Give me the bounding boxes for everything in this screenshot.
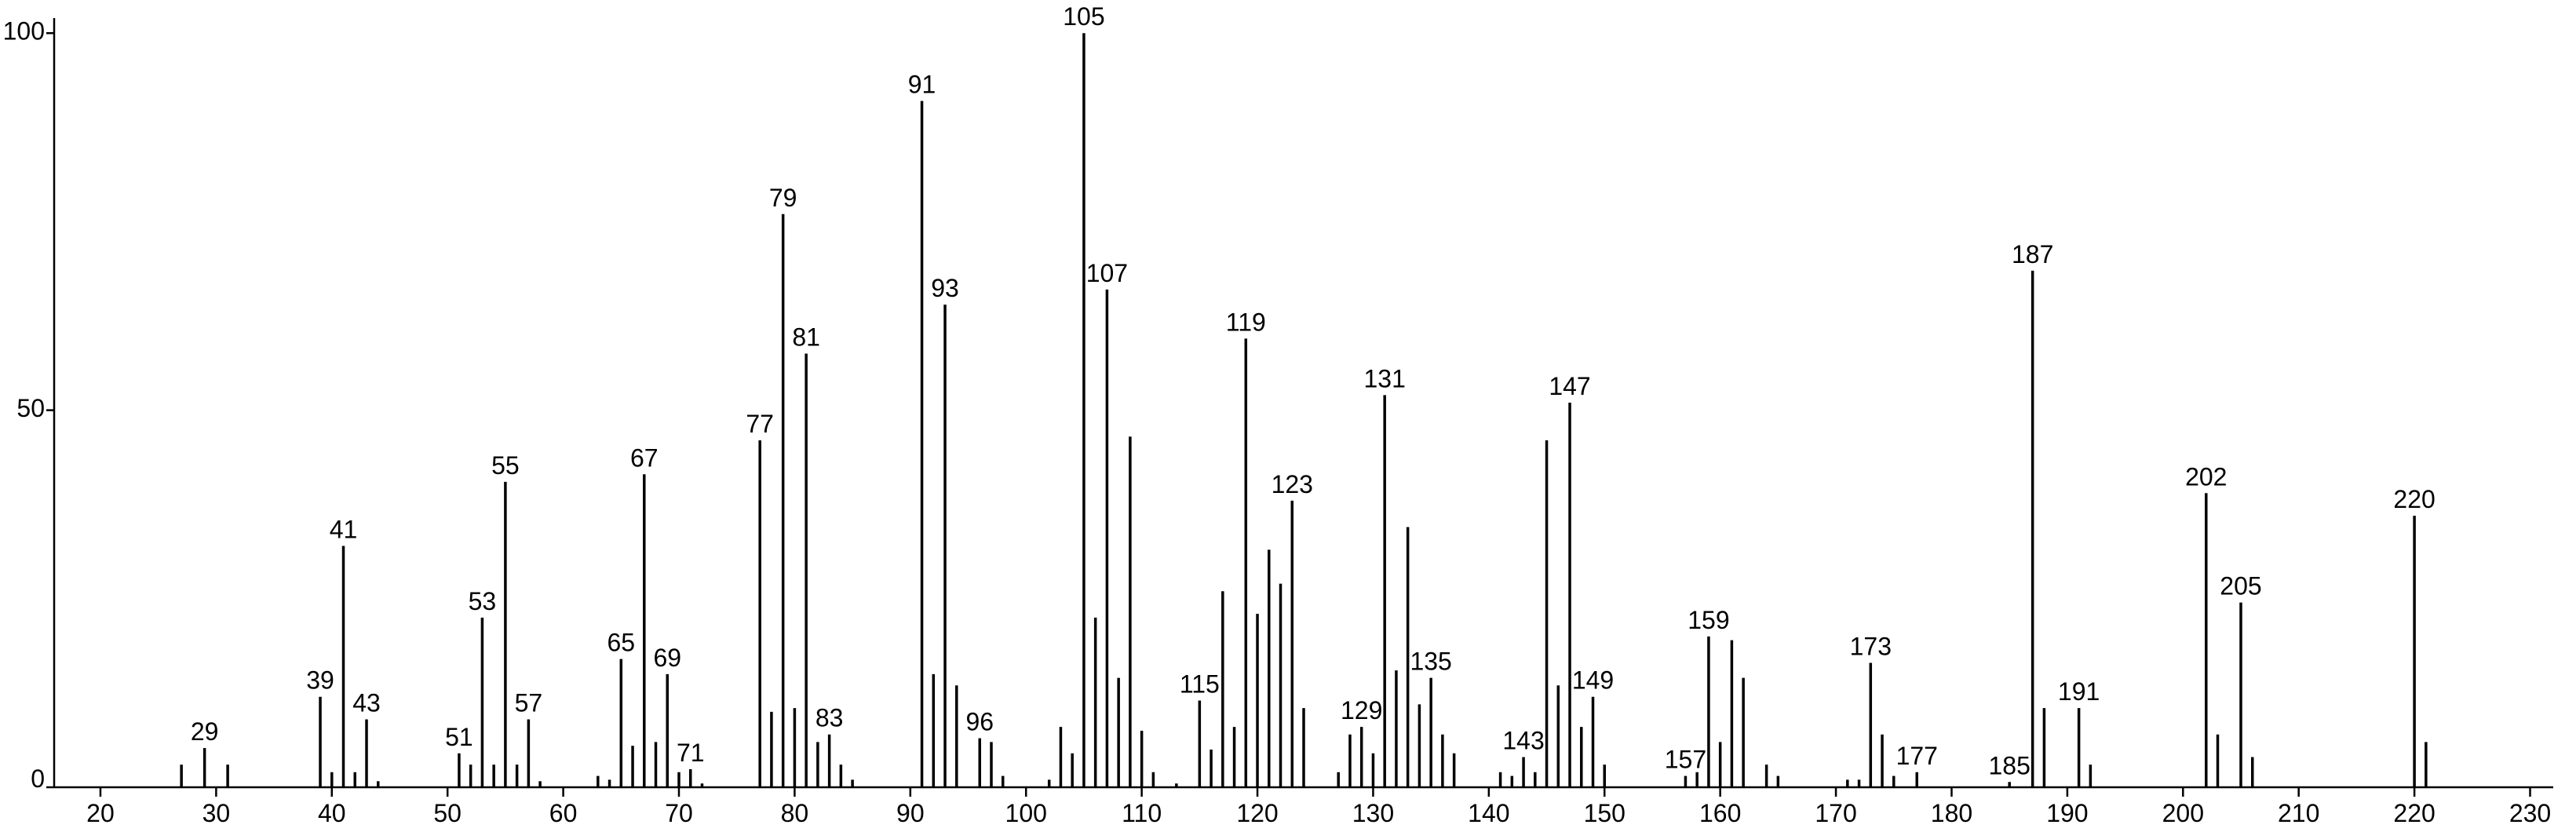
peak-label: 187	[2012, 240, 2053, 268]
peak-label: 107	[1086, 259, 1128, 287]
peak-label: 202	[2185, 462, 2227, 491]
peak-label: 173	[1850, 632, 1892, 660]
peak-label: 71	[677, 739, 705, 767]
peak-label: 96	[965, 708, 994, 736]
x-tick-label: 40	[318, 799, 346, 827]
x-tick-label: 220	[2393, 799, 2435, 827]
x-tick-label: 190	[2046, 799, 2088, 827]
x-tick-label: 150	[1584, 799, 1626, 827]
peak-label: 41	[330, 516, 358, 544]
x-tick-label: 180	[1931, 799, 1972, 827]
peak-label: 185	[1988, 751, 2030, 779]
peak-label: 91	[908, 71, 936, 99]
peak-label: 220	[2393, 485, 2435, 513]
y-tick-label: 50	[16, 394, 45, 422]
x-tick-label: 170	[1815, 799, 1856, 827]
x-tick-label: 30	[203, 799, 231, 827]
peak-label: 39	[306, 666, 334, 695]
peak-label: 143	[1502, 727, 1544, 755]
x-tick-label: 50	[433, 799, 462, 827]
peak-label: 149	[1572, 666, 1614, 695]
x-tick-label: 140	[1468, 799, 1509, 827]
peak-label: 69	[653, 644, 681, 672]
x-tick-label: 210	[2278, 799, 2319, 827]
peak-label: 51	[445, 723, 473, 751]
peak-label: 131	[1363, 364, 1405, 392]
peak-label: 205	[2220, 572, 2261, 600]
x-tick-label: 200	[2162, 799, 2204, 827]
peak-label: 159	[1688, 606, 1729, 634]
peak-label: 43	[352, 689, 381, 717]
peak-label: 191	[2058, 677, 2100, 706]
peak-label: 105	[1063, 2, 1104, 31]
x-tick-label: 230	[2509, 799, 2551, 827]
x-tick-label: 70	[665, 799, 693, 827]
peak-label: 67	[630, 443, 659, 472]
x-tick-label: 110	[1122, 799, 1162, 827]
peak-label: 79	[769, 184, 797, 212]
x-tick-label: 100	[1005, 799, 1047, 827]
x-tick-label: 20	[86, 799, 115, 827]
peak-label: 123	[1272, 470, 1313, 498]
peak-label: 177	[1896, 742, 1938, 770]
peak-label: 135	[1410, 648, 1451, 676]
peak-label: 53	[469, 587, 497, 615]
peak-label: 129	[1341, 696, 1382, 724]
peak-label: 147	[1549, 372, 1590, 400]
x-tick-label: 160	[1699, 799, 1741, 827]
x-tick-label: 60	[549, 799, 578, 827]
peak-label: 55	[491, 451, 520, 480]
peak-label: 65	[607, 629, 635, 657]
peak-label: 83	[815, 704, 844, 732]
peak-label: 29	[191, 717, 219, 746]
peak-label: 119	[1226, 308, 1266, 336]
peak-label: 81	[792, 323, 820, 352]
x-tick-label: 80	[781, 799, 809, 827]
peak-label: 157	[1665, 746, 1706, 774]
x-tick-label: 90	[896, 799, 925, 827]
peak-label: 57	[515, 689, 543, 717]
peak-label: 115	[1180, 670, 1220, 699]
x-tick-label: 120	[1236, 799, 1278, 827]
y-tick-label: 100	[3, 17, 45, 46]
peak-label: 77	[746, 410, 774, 438]
peak-label: 93	[931, 274, 959, 302]
x-tick-label: 130	[1352, 799, 1394, 827]
y-tick-label: 0	[31, 764, 45, 793]
